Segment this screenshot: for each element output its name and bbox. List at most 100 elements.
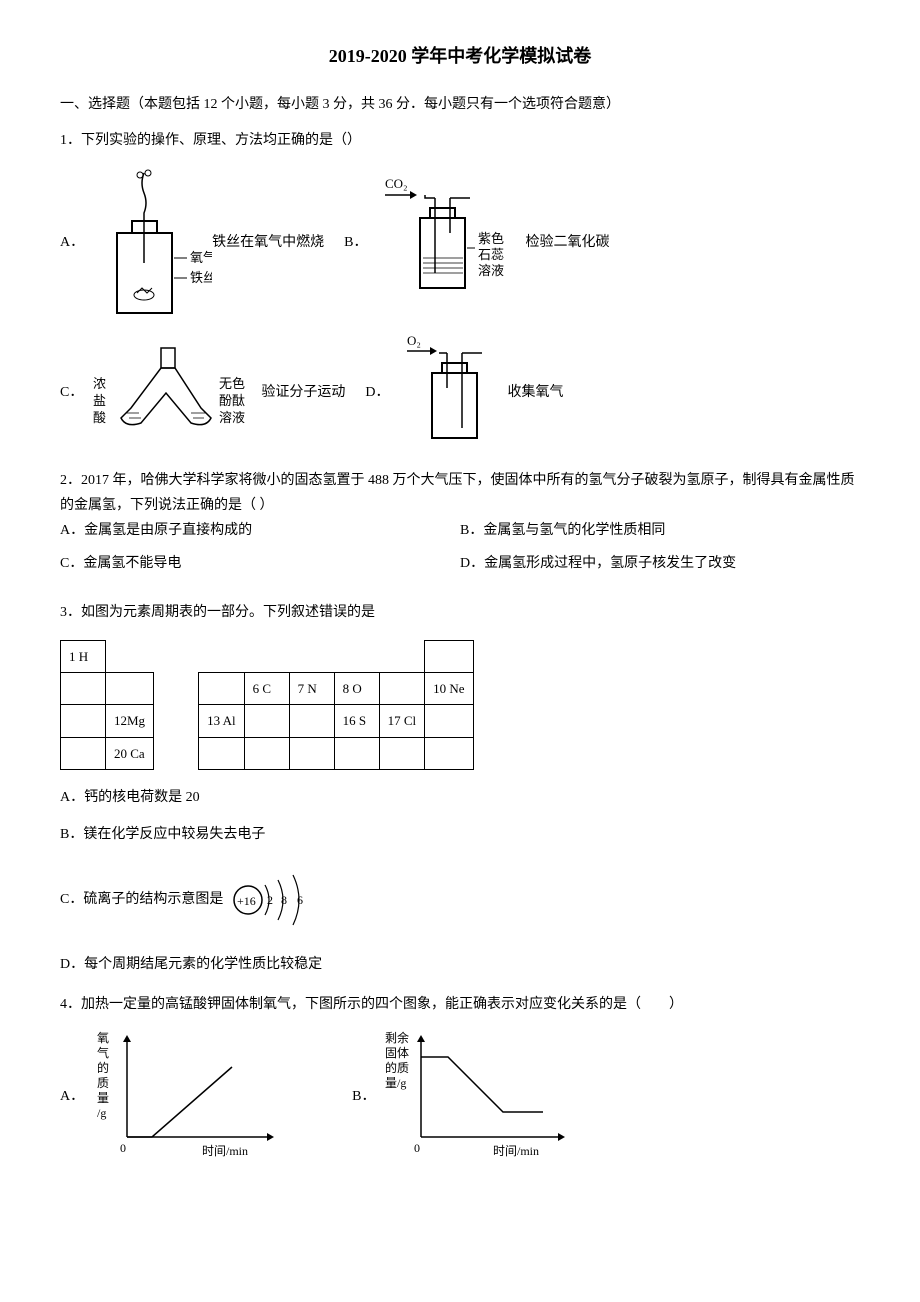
co2-test-diagram: CO₂ 紫色 石蕊 溶液 [375, 173, 525, 313]
svg-text:酸: 酸 [93, 410, 106, 425]
cell [379, 673, 425, 705]
q2-optC: C．金属氢不能导电 [60, 551, 460, 576]
cell [289, 705, 334, 737]
q1-option-c: C． 浓 盐 酸 无色 酚酞 溶液 验证分子运动 [60, 343, 345, 443]
svg-text:剩余: 剩余 [385, 1030, 409, 1045]
svg-text:浓: 浓 [93, 376, 106, 391]
q4-optA-label: A． [60, 1084, 84, 1109]
cell-6C: 6 C [244, 673, 289, 705]
svg-text:0: 0 [414, 1141, 420, 1155]
svg-text:的质: 的质 [385, 1060, 409, 1075]
cell [244, 705, 289, 737]
question-4: 4．加热一定量的高锰酸钾固体制氧气，下图所示的四个图象，能正确表示对应变化关系的… [60, 992, 860, 1167]
svg-text:盐: 盐 [93, 393, 106, 408]
cell-20Ca: 20 Ca [106, 737, 154, 769]
cell-8O: 8 O [334, 673, 379, 705]
svg-text:时间/min: 时间/min [493, 1144, 539, 1158]
q4-optB-label: B． [352, 1084, 375, 1109]
table-row: 1 H [61, 640, 474, 672]
q3-optC-text: C．硫离子的结构示意图是 [60, 887, 223, 912]
svg-text:CO₂: CO₂ [385, 176, 408, 191]
svg-text:的: 的 [97, 1060, 109, 1075]
svg-text:2: 2 [267, 893, 273, 907]
atom-structure-icon: +16 2 8 6 [223, 860, 333, 940]
q4-option-a: A． 氧 气 的 质 量 /g 0 时间/min [60, 1027, 292, 1167]
cell [425, 737, 473, 769]
q3-optB: B．镁在化学反应中较易失去电子 [60, 822, 860, 847]
cell [61, 705, 106, 737]
q1-optB-desc: 检验二氧化碳 [525, 230, 609, 255]
q1-option-a: A． 氧气 铁丝 铁丝在氧气中燃烧 [60, 163, 324, 323]
graph-a-oxygen-mass: 氧 气 的 质 量 /g 0 时间/min [92, 1027, 292, 1167]
svg-text:固体: 固体 [385, 1046, 409, 1060]
q1-optC-desc: 验证分子运动 [261, 380, 345, 405]
svg-text:0: 0 [120, 1141, 126, 1155]
cell [61, 673, 106, 705]
q2-optB: B．金属氢与氢气的化学性质相同 [460, 518, 860, 543]
cell [334, 737, 379, 769]
svg-text:溶液: 溶液 [219, 410, 245, 425]
section-header: 一、选择题（本题包括 12 个小题，每小题 3 分，共 36 分．每小题只有一个… [60, 92, 860, 117]
cell-12Mg: 12Mg [106, 705, 154, 737]
flask-iron-oxygen-diagram: 氧气 铁丝 [92, 163, 212, 323]
svg-text:量/g: 量/g [385, 1076, 406, 1090]
svg-text:质: 质 [97, 1076, 109, 1090]
q1-optD-desc: 收集氧气 [507, 380, 563, 405]
cell [106, 673, 154, 705]
svg-text:酚酞: 酚酞 [219, 393, 245, 408]
svg-text:气: 气 [97, 1045, 109, 1060]
svg-text:8: 8 [281, 893, 287, 907]
svg-text:O₂: O₂ [407, 333, 421, 348]
periodic-table: 1 H 6 C 7 N 8 O 10 Ne 12Mg 13 Al 16 S 17… [60, 640, 474, 771]
q4-option-b: B． 剩余 固体 的质 量/g 0 时间/min [352, 1027, 583, 1167]
q1-optC-label: C． [60, 380, 83, 405]
oxygen-collect-diagram: O₂ [397, 333, 507, 453]
q3-optD: D．每个周期结尾元素的化学性质比较稳定 [60, 952, 860, 977]
q2-optD: D．金属氢形成过程中，氢原子核发生了改变 [460, 551, 860, 576]
svg-text:氧气: 氧气 [190, 250, 212, 265]
q1-text: 1．下列实验的操作、原理、方法均正确的是（） [60, 128, 860, 153]
table-row: 12Mg 13 Al 16 S 17 Cl [61, 705, 474, 737]
q1-optA-desc: 铁丝在氧气中燃烧 [212, 230, 324, 255]
cell-7N: 7 N [289, 673, 334, 705]
cell-17Cl: 17 Cl [379, 705, 425, 737]
svg-text:铁丝: 铁丝 [190, 270, 212, 285]
svg-text:+16: +16 [237, 894, 256, 908]
svg-text:无色: 无色 [219, 376, 245, 391]
cell-10Ne: 10 Ne [425, 673, 473, 705]
svg-text:氧: 氧 [97, 1031, 109, 1045]
cell [199, 673, 245, 705]
question-1: 1．下列实验的操作、原理、方法均正确的是（） A． 氧气 铁丝 铁丝在氧气中燃烧… [60, 128, 860, 453]
question-2: 2．2017 年，哈佛大学科学家将微小的固态氢置于 488 万个大气压下，使固体… [60, 468, 860, 585]
cell-1H: 1 H [61, 640, 106, 672]
svg-text:溶液: 溶液 [478, 263, 504, 278]
q2-text: 2．2017 年，哈佛大学科学家将微小的固态氢置于 488 万个大气压下，使固体… [60, 468, 860, 518]
svg-text:6: 6 [297, 893, 303, 907]
cell-16S: 16 S [334, 705, 379, 737]
cell [199, 737, 245, 769]
q3-optA: A．钙的核电荷数是 20 [60, 785, 860, 810]
q3-optC: C．硫离子的结构示意图是 +16 2 8 6 [60, 860, 860, 940]
q3-text: 3．如图为元素周期表的一部分。下列叙述错误的是 [60, 600, 860, 625]
molecule-motion-diagram: 浓 盐 酸 无色 酚酞 溶液 [91, 343, 261, 443]
cell [61, 737, 106, 769]
graph-b-solid-mass: 剩余 固体 的质 量/g 0 时间/min [383, 1027, 583, 1167]
svg-text:/g: /g [97, 1106, 106, 1120]
cell-13Al: 13 Al [199, 705, 245, 737]
svg-text:量: 量 [97, 1091, 109, 1105]
q2-optA: A．金属氢是由原子直接构成的 [60, 518, 460, 543]
cell [379, 737, 425, 769]
cell [425, 705, 473, 737]
cell [244, 737, 289, 769]
cell [289, 737, 334, 769]
svg-text:石蕊: 石蕊 [478, 247, 504, 262]
cell-empty [425, 640, 473, 672]
q1-optD-label: D． [365, 380, 389, 405]
q1-option-b: B． CO₂ 紫色 石蕊 溶液 检验二氧化碳 [344, 173, 609, 313]
exam-title: 2019-2020 学年中考化学模拟试卷 [60, 40, 860, 72]
q1-optA-label: A． [60, 230, 84, 255]
q4-text: 4．加热一定量的高锰酸钾固体制氧气，下图所示的四个图象，能正确表示对应变化关系的… [60, 992, 860, 1017]
question-3: 3．如图为元素周期表的一部分。下列叙述错误的是 1 H 6 C 7 N 8 O … [60, 600, 860, 977]
table-row: 6 C 7 N 8 O 10 Ne [61, 673, 474, 705]
svg-text:时间/min: 时间/min [202, 1144, 248, 1158]
